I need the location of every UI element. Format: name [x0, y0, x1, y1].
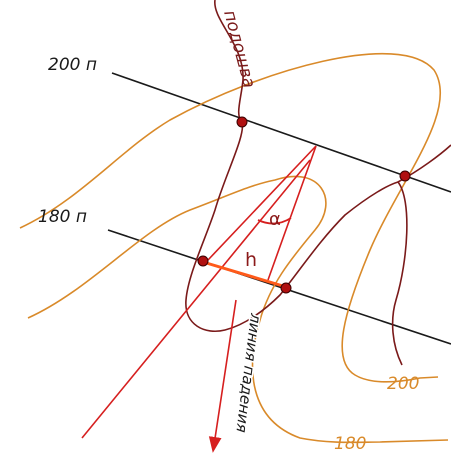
dip-triangle-side-right: [267, 145, 317, 281]
strike-label-180: 180 п: [38, 207, 87, 227]
intersection-point-top-left: [236, 116, 248, 128]
contour-label-200: 200: [387, 374, 419, 394]
contour-line-200: [19, 52, 442, 383]
contact-line-podoshva: [185, 0, 408, 366]
alpha-label: α: [269, 209, 281, 230]
dip-line-arrow: [81, 159, 311, 439]
contour-line-180: [27, 175, 449, 444]
alpha-arc: [257, 217, 292, 225]
dip-direction-arrow: [208, 299, 237, 453]
h-label: h: [245, 249, 257, 271]
strike-line-200: [111, 72, 451, 193]
intersection-point-top-right: [399, 170, 411, 182]
strike-line-180: [107, 229, 451, 345]
dip-line-label: линия падения: [232, 312, 265, 434]
podoshva-label: подошва: [219, 8, 259, 90]
h-segment: [202, 260, 284, 288]
intersection-point-bottom-right: [280, 282, 292, 294]
intersection-point-bottom-left: [197, 255, 209, 267]
strike-label-200: 200 п: [48, 55, 97, 75]
dip-triangle-side-left: [207, 145, 317, 261]
contour-label-180: 180: [334, 434, 366, 454]
